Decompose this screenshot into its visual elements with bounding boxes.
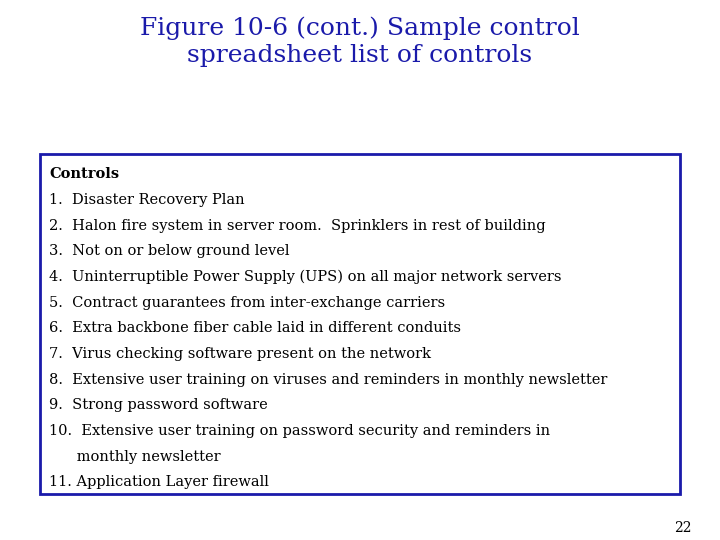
Text: 11. Application Layer firewall: 11. Application Layer firewall xyxy=(49,475,269,489)
FancyBboxPatch shape xyxy=(40,154,680,494)
Text: 7.  Virus checking software present on the network: 7. Virus checking software present on th… xyxy=(49,347,431,361)
Text: 5.  Contract guarantees from inter-exchange carriers: 5. Contract guarantees from inter-exchan… xyxy=(49,296,445,309)
Text: 4.  Uninterruptible Power Supply (UPS) on all major network servers: 4. Uninterruptible Power Supply (UPS) on… xyxy=(49,270,562,285)
Text: 8.  Extensive user training on viruses and reminders in monthly newsletter: 8. Extensive user training on viruses an… xyxy=(49,373,608,387)
Text: 22: 22 xyxy=(674,521,691,535)
Text: 9.  Strong password software: 9. Strong password software xyxy=(49,398,268,412)
Text: monthly newsletter: monthly newsletter xyxy=(49,449,220,463)
Text: 3.  Not on or below ground level: 3. Not on or below ground level xyxy=(49,244,289,258)
Text: Controls: Controls xyxy=(49,167,119,181)
Text: 1.  Disaster Recovery Plan: 1. Disaster Recovery Plan xyxy=(49,193,245,207)
Text: Figure 10-6 (cont.) Sample control
spreadsheet list of controls: Figure 10-6 (cont.) Sample control sprea… xyxy=(140,16,580,68)
Text: 6.  Extra backbone fiber cable laid in different conduits: 6. Extra backbone fiber cable laid in di… xyxy=(49,321,461,335)
Text: 10.  Extensive user training on password security and reminders in: 10. Extensive user training on password … xyxy=(49,424,550,438)
Text: 2.  Halon fire system in server room.  Sprinklers in rest of building: 2. Halon fire system in server room. Spr… xyxy=(49,219,546,233)
